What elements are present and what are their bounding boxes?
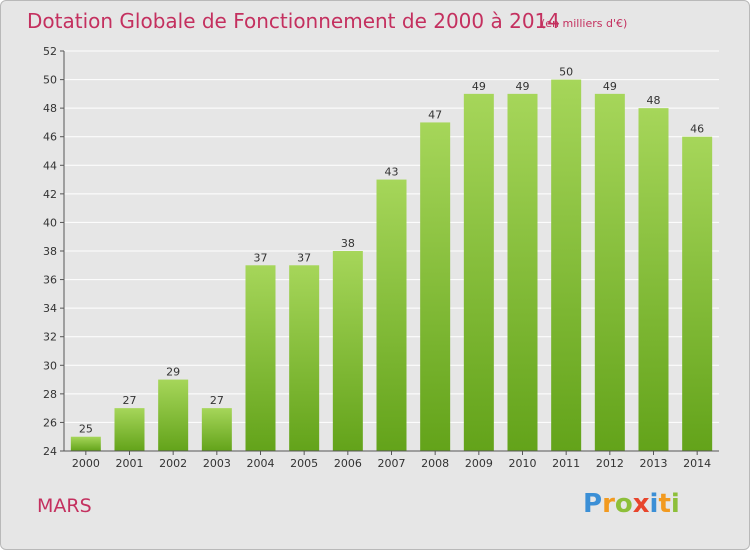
y-tick-label: 42	[43, 188, 57, 201]
bar	[551, 79, 582, 452]
data-label: 38	[341, 237, 355, 250]
y-tick-label: 24	[43, 445, 57, 458]
chart-title: Dotation Globale de Fonctionnement de 20…	[27, 9, 560, 33]
bar	[201, 408, 232, 451]
bar	[158, 379, 189, 451]
logo-letter: i	[649, 489, 659, 519]
x-tick-label: 2011	[552, 457, 580, 470]
x-tick-label: 2014	[683, 457, 711, 470]
bar	[420, 122, 451, 451]
data-labels: 25 27 29 27 37 37 38 43 47 49 49 50 49 48 46	[79, 66, 704, 436]
y-tick-label: 32	[43, 331, 57, 344]
data-label: 27	[123, 394, 137, 407]
data-label: 29	[166, 366, 180, 379]
bar	[114, 408, 145, 451]
bar	[245, 265, 276, 451]
data-label: 43	[385, 166, 399, 179]
logo-letter: o	[614, 489, 633, 519]
bar	[376, 179, 407, 452]
bars	[70, 79, 713, 452]
x-tick-label: 2005	[290, 457, 318, 470]
bar	[638, 108, 669, 452]
x-tick-label: 2006	[334, 457, 362, 470]
logo-letter: i	[670, 489, 680, 519]
bar	[682, 136, 713, 451]
y-tick-label: 38	[43, 245, 57, 258]
x-tick-label: 2007	[378, 457, 406, 470]
y-tick-label: 30	[43, 359, 57, 372]
y-tick-label: 28	[43, 388, 57, 401]
proxiti-logo: Proxiti	[583, 489, 680, 519]
x-tick-label: 2003	[203, 457, 231, 470]
bar	[332, 251, 363, 451]
bar	[507, 93, 538, 451]
x-tick-label: 2010	[509, 457, 537, 470]
bar	[594, 93, 625, 451]
data-label: 46	[690, 123, 704, 136]
axes: 24 26 28 30 32 34 36 38 40 42 44 46 48 50 52 2000 2001 20…	[43, 45, 719, 470]
logo-letter: x	[632, 489, 650, 519]
data-label: 48	[647, 94, 661, 107]
x-tick-label: 2009	[465, 457, 493, 470]
y-tick-label: 36	[43, 274, 57, 287]
y-tick-label: 40	[43, 216, 57, 229]
data-label: 37	[254, 251, 268, 264]
x-tick-label: 2002	[159, 457, 187, 470]
bar	[463, 93, 494, 451]
x-tick-label: 2012	[596, 457, 624, 470]
data-label: 50	[559, 66, 573, 79]
bar	[289, 265, 320, 451]
data-label: 49	[603, 80, 617, 93]
data-label: 25	[79, 423, 93, 436]
commune-name: MARS	[37, 495, 92, 517]
chart-unit: (en milliers d'€)	[541, 17, 628, 30]
y-tick-label: 52	[43, 45, 57, 58]
y-tick-label: 46	[43, 131, 57, 144]
y-tick-label: 44	[43, 159, 57, 172]
data-label: 49	[472, 80, 486, 93]
y-tick-label: 48	[43, 102, 57, 115]
x-tick-label: 2004	[247, 457, 275, 470]
x-tick-label: 2001	[116, 457, 144, 470]
data-label: 49	[516, 80, 530, 93]
data-label: 27	[210, 394, 224, 407]
x-tick-label: 2013	[640, 457, 668, 470]
bar	[70, 436, 101, 451]
logo-letter: t	[658, 489, 671, 519]
x-tick-label: 2008	[421, 457, 449, 470]
y-tick-label: 50	[43, 74, 57, 87]
x-tick-label: 2000	[72, 457, 100, 470]
data-label: 47	[428, 108, 442, 121]
data-label: 37	[297, 251, 311, 264]
y-tick-label: 34	[43, 302, 57, 315]
logo-letter: r	[602, 489, 615, 519]
logo-letter: P	[583, 489, 603, 519]
y-tick-label: 26	[43, 416, 57, 429]
